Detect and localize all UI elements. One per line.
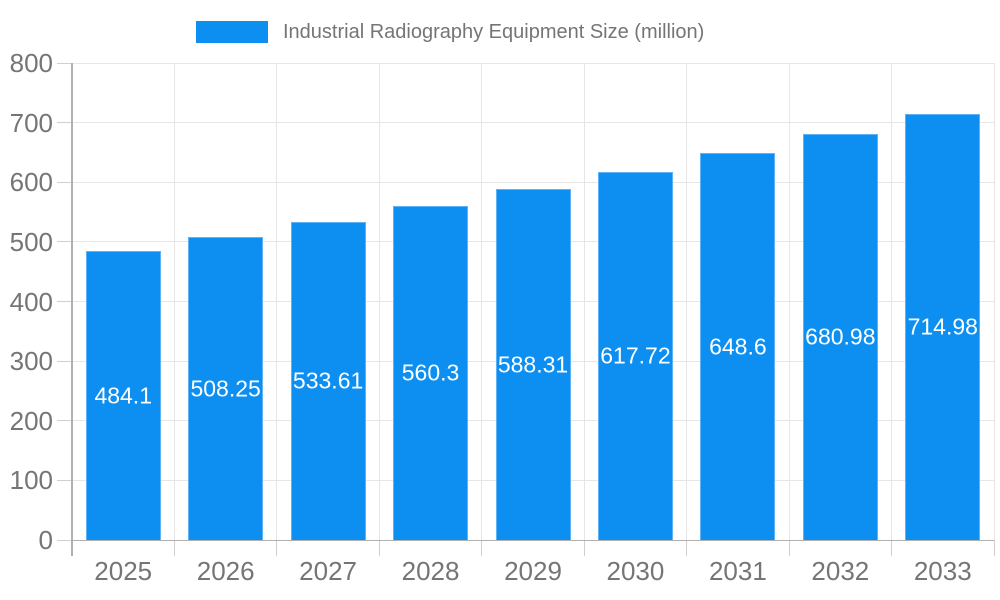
- y-axis-label: 0: [38, 525, 53, 555]
- x-axis-tick: [788, 540, 790, 556]
- bar[interactable]: 588.31: [495, 189, 571, 540]
- bar-value-label: 560.3: [401, 359, 460, 386]
- y-axis-tick: [57, 122, 72, 124]
- x-axis-tick: [173, 540, 175, 556]
- bar[interactable]: 508.25: [188, 236, 264, 540]
- x-axis-label: 2031: [708, 556, 767, 586]
- chart-legend[interactable]: Industrial Radiography Equipment Size (m…: [196, 20, 704, 44]
- x-gridline: [686, 63, 688, 540]
- x-gridline: [891, 63, 893, 540]
- x-gridline: [583, 63, 585, 540]
- y-axis-label: 400: [9, 286, 53, 317]
- x-axis-tick: [276, 540, 278, 556]
- x-axis-label: 2027: [299, 556, 358, 586]
- x-axis-tick: [378, 540, 380, 556]
- y-gridline: [72, 122, 994, 124]
- x-axis-label: 2033: [913, 556, 972, 586]
- x-gridline: [481, 63, 483, 540]
- bar[interactable]: 648.6: [700, 153, 776, 540]
- y-axis-tick: [57, 241, 72, 243]
- bar[interactable]: 533.61: [290, 221, 366, 540]
- y-axis-label: 500: [9, 226, 53, 257]
- x-axis-tick: [583, 540, 585, 556]
- y-axis-tick: [57, 301, 72, 302]
- y-axis-label: 800: [9, 48, 53, 78]
- bar-value-label: 484.1: [94, 382, 152, 409]
- y-axis-label: 700: [9, 107, 53, 138]
- bar-value-label: 508.25: [190, 375, 261, 402]
- x-axis-label: 2029: [504, 556, 562, 586]
- x-axis-label: 2030: [606, 556, 665, 586]
- y-axis-tick: [57, 181, 72, 183]
- bar-value-label: 714.98: [907, 313, 978, 340]
- y-axis-tick: [57, 539, 72, 541]
- bar[interactable]: 714.98: [905, 113, 981, 540]
- y-axis-label: 600: [9, 167, 53, 198]
- y-axis-tick: [57, 420, 72, 422]
- y-axis-tick: [57, 360, 72, 362]
- y-axis-label: 100: [9, 465, 53, 496]
- x-axis-label: 2028: [401, 556, 460, 586]
- x-axis-tick: [993, 540, 995, 556]
- x-axis-label: 2026: [196, 556, 255, 586]
- y-gridline: [72, 62, 994, 64]
- x-gridline: [276, 63, 278, 540]
- bar-value-label: 648.6: [709, 333, 767, 360]
- x-gridline: [993, 63, 995, 540]
- x-gridline: [173, 63, 175, 540]
- bar-value-label: 617.72: [600, 342, 671, 369]
- y-axis-line: [71, 63, 73, 556]
- bar[interactable]: 484.1: [85, 251, 161, 540]
- x-gridline: [378, 63, 380, 540]
- x-axis-label: 2025: [94, 556, 153, 586]
- bar-value-label: 588.31: [497, 351, 569, 378]
- bar-value-label: 680.98: [805, 323, 876, 350]
- legend-swatch: [196, 21, 268, 43]
- x-axis-tick: [481, 540, 483, 556]
- y-axis-label: 300: [9, 346, 53, 377]
- y-axis-tick: [57, 479, 72, 481]
- x-axis-line: [71, 539, 994, 541]
- bar-value-label: 533.61: [292, 367, 364, 394]
- y-gridline: [72, 181, 994, 183]
- x-axis-tick: [891, 540, 893, 556]
- x-axis-label: 2032: [811, 556, 870, 586]
- x-gridline: [788, 63, 790, 540]
- bar[interactable]: 560.3: [393, 205, 469, 540]
- legend-series-label: Industrial Radiography Equipment Size (m…: [283, 20, 705, 43]
- bar[interactable]: 617.72: [597, 171, 673, 540]
- bar[interactable]: 680.98: [802, 133, 878, 540]
- x-axis-tick: [686, 540, 688, 556]
- y-axis-label: 200: [9, 405, 53, 436]
- y-axis-tick: [57, 62, 72, 64]
